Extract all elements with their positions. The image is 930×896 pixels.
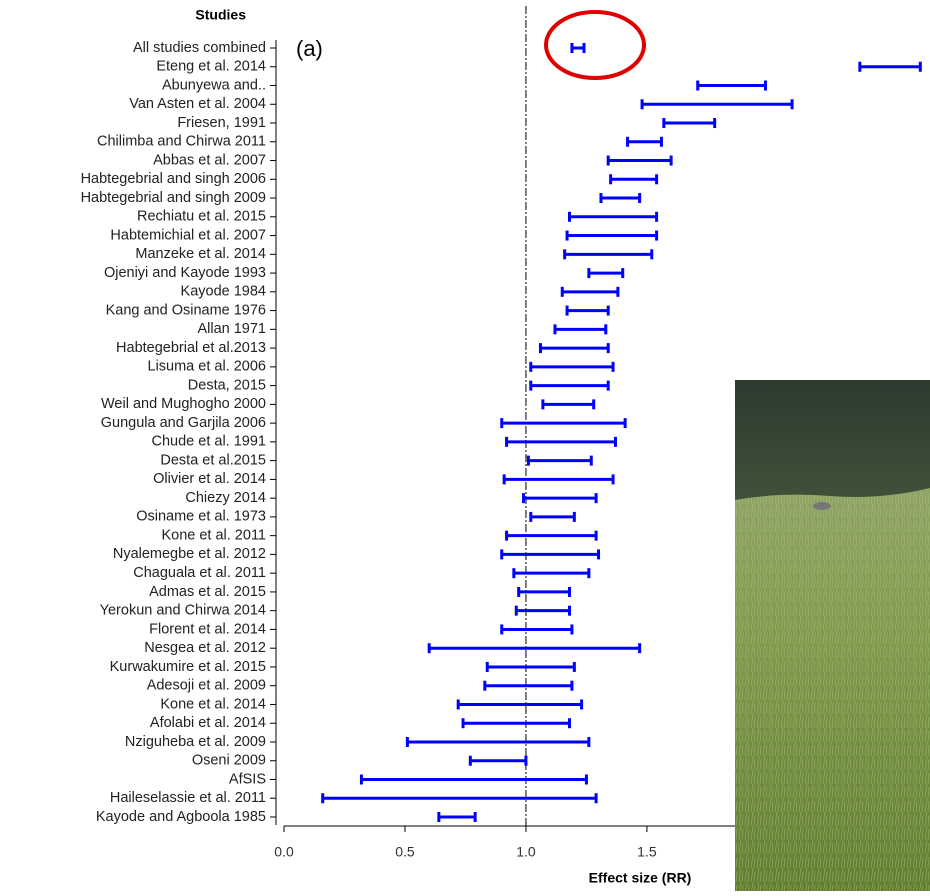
y-tick-label: Habtemichial et al. 2007 xyxy=(110,227,266,243)
photo-animal xyxy=(813,502,831,510)
y-tick-label: Desta, 2015 xyxy=(188,377,266,393)
y-tick-label: Habtegebrial and singh 2009 xyxy=(81,190,266,206)
x-tick-label: 0.5 xyxy=(395,844,415,860)
error-bar xyxy=(611,174,657,184)
y-tick-label: Desta et al.2015 xyxy=(160,452,266,468)
error-bar xyxy=(514,568,589,578)
error-bar xyxy=(323,793,596,803)
y-tick-label: Nziguheba et al. 2009 xyxy=(125,734,266,750)
error-bar xyxy=(458,699,581,709)
y-tick-label: Weil and Mughogho 2000 xyxy=(101,396,266,412)
y-tick-label: Lisuma et al. 2006 xyxy=(148,359,267,375)
error-bar xyxy=(531,381,608,391)
error-bar xyxy=(589,268,623,278)
error-bar xyxy=(540,343,608,353)
error-bar xyxy=(608,156,671,166)
y-tick-label: Kayode 1984 xyxy=(181,284,266,300)
error-bar xyxy=(528,456,591,466)
y-tick-label: Afolabi et al. 2014 xyxy=(150,715,266,731)
error-bar xyxy=(502,624,572,634)
error-bar xyxy=(361,774,586,784)
error-bar xyxy=(572,43,584,53)
x-tick-label: 1.0 xyxy=(516,844,536,860)
photo-forest xyxy=(735,380,930,500)
error-bar xyxy=(487,662,574,672)
y-tick-label: Rechiatu et al. 2015 xyxy=(137,209,266,225)
error-bar xyxy=(642,99,792,109)
y-tick-label: Chiezy 2014 xyxy=(185,490,266,506)
error-bar xyxy=(664,118,715,128)
photo xyxy=(735,380,930,891)
y-tick-label: Yerokun and Chirwa 2014 xyxy=(100,603,266,619)
panel-label: (a) xyxy=(296,36,323,61)
error-bar xyxy=(507,531,597,541)
y-axis-title: Studies xyxy=(195,7,246,23)
error-bar xyxy=(569,212,656,222)
error-bar xyxy=(524,493,597,503)
y-tick-label: Kone et al. 2011 xyxy=(161,527,266,543)
error-bar xyxy=(502,549,599,559)
page: {"chart_data": {"type": "forest", "y_tit… xyxy=(0,0,930,891)
y-tick-label: All studies combined xyxy=(133,40,266,56)
error-bar xyxy=(429,643,639,653)
y-tick-label: Chaguala et al. 2011 xyxy=(133,565,266,581)
error-bar xyxy=(562,287,618,297)
error-bar xyxy=(531,362,613,372)
y-tick-label: Olivier et al. 2014 xyxy=(153,471,266,487)
y-tick-label: Habtegebrial and singh 2006 xyxy=(81,171,266,187)
error-bar xyxy=(407,737,588,747)
error-bar xyxy=(531,512,575,522)
y-tick-label: AfSIS xyxy=(229,771,266,787)
y-tick-label: Friesen, 1991 xyxy=(177,115,266,131)
error-bar xyxy=(628,137,662,147)
y-tick-label: Ojeniyi and Kayode 1993 xyxy=(104,265,266,281)
error-bar xyxy=(470,756,526,766)
y-tick-label: Van Asten et al. 2004 xyxy=(129,96,266,112)
y-tick-label: Nesgea et al. 2012 xyxy=(144,640,266,656)
y-tick-label: Habtegebrial et al.2013 xyxy=(116,340,266,356)
error-bar xyxy=(504,474,613,484)
error-bar xyxy=(565,249,652,259)
error-bar xyxy=(463,718,569,728)
error-bar xyxy=(601,193,640,203)
error-bar xyxy=(698,81,766,91)
error-bar xyxy=(555,324,606,334)
y-tick-label: Allan 1971 xyxy=(197,321,266,337)
x-tick-label: 0.0 xyxy=(274,844,294,860)
y-tick-label: Eteng et al. 2014 xyxy=(156,59,266,75)
error-bar xyxy=(543,399,594,409)
y-tick-label: Florent et al. 2014 xyxy=(149,621,266,637)
y-tick-label: Chude et al. 1991 xyxy=(152,434,266,450)
y-tick-label: Kone et al. 2014 xyxy=(160,696,266,712)
error-bar xyxy=(567,306,608,316)
chart: Studies (a) Effect size (RR) 0.0 0.5 1.0 1.… xyxy=(0,0,930,891)
error-bar xyxy=(567,231,657,241)
y-tick-label: Kayode and Agboola 1985 xyxy=(96,809,266,825)
error-bar xyxy=(860,62,920,72)
y-tick-label: Admas et al. 2015 xyxy=(149,584,266,600)
y-tick-label: Kurwakumire et al. 2015 xyxy=(110,659,266,675)
y-tick-label: Abbas et al. 2007 xyxy=(153,152,266,168)
x-tick-label: 1.5 xyxy=(637,844,657,860)
y-tick-label: Haileselassie et al. 2011 xyxy=(110,790,266,806)
error-bar xyxy=(507,437,616,447)
y-tick-label: Oseni 2009 xyxy=(192,753,266,769)
y-tick-label: Kang and Osiname 1976 xyxy=(106,302,266,318)
x-axis-title: Effect size (RR) xyxy=(589,870,692,886)
y-tick-label: Osiname et al. 1973 xyxy=(136,509,266,525)
highlight-circle xyxy=(546,12,644,78)
error-bar xyxy=(485,681,572,691)
error-bar xyxy=(502,418,625,428)
y-tick-label: Chilimba and Chirwa 2011 xyxy=(97,134,266,150)
y-tick-label: Manzeke et al. 2014 xyxy=(135,246,266,262)
y-tick-label: Abunyewa and.. xyxy=(162,77,266,93)
y-tick-label: Nyalemegbe et al. 2012 xyxy=(113,546,266,562)
error-bar xyxy=(516,606,569,616)
y-tick-label: Adesoji et al. 2009 xyxy=(147,678,266,694)
y-tick-label: Gungula and Garjila 2006 xyxy=(101,415,266,431)
error-bar xyxy=(439,812,475,822)
